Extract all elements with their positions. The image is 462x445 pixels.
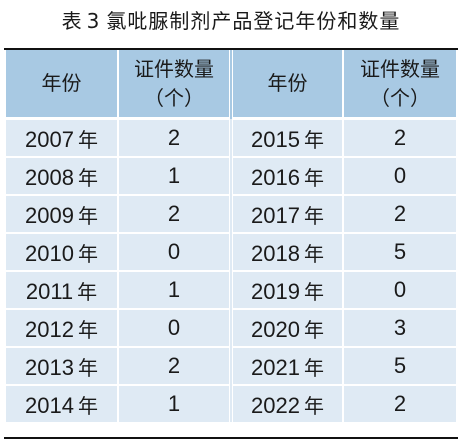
table-row: 2008 年 1 2016 年 0 — [6, 156, 456, 195]
year-cell-right: 2020 年 — [229, 308, 343, 347]
count-cell-right: 2 — [342, 117, 456, 157]
year-unit: 年 — [303, 241, 324, 266]
year-cell-left: 2014 年 — [6, 384, 118, 422]
year-value: 2008 — [25, 164, 74, 190]
year-unit: 年 — [77, 241, 98, 266]
year-value: 2013 — [25, 354, 74, 380]
registration-table: 年份 证件数量 （个） 年份 证件数量 （个） 2007 年 2 2015 年 2 2008… — [6, 50, 456, 422]
year-cell-left: 2013 年 — [6, 346, 118, 385]
count-cell-right: 2 — [342, 384, 456, 422]
table-row: 2014 年 1 2022 年 2 — [6, 384, 456, 422]
year-cell-left: 2012 年 — [6, 308, 118, 347]
header-count-right: 证件数量 （个） — [342, 50, 456, 119]
year-unit: 年 — [77, 355, 98, 380]
year-cell-right: 2016 年 — [229, 156, 343, 195]
year-cell-right: 2019 年 — [229, 270, 343, 309]
count-cell-left: 0 — [117, 232, 231, 271]
registration-table-frame: 年份 证件数量 （个） 年份 证件数量 （个） 2007 年 2 2015 年 2 2008… — [4, 48, 458, 439]
table-caption: 表 3 氯吡脲制剂产品登记年份和数量 — [0, 4, 462, 38]
table-body: 2007 年 2 2015 年 2 2008 年 1 2016 年 0 2009 年 2 2017 年 2 2010… — [6, 117, 456, 422]
year-value: 2014 — [25, 392, 74, 418]
year-unit: 年 — [303, 203, 324, 228]
count-cell-right: 0 — [342, 156, 456, 195]
header-count-right-line2: （个） — [370, 85, 430, 110]
count-cell-left: 2 — [117, 194, 231, 233]
header-count-right-line1: 证件数量 — [360, 56, 440, 81]
count-cell-left: 1 — [117, 384, 231, 422]
year-cell-left: 2007 年 — [6, 117, 118, 157]
year-value: 2015 — [251, 126, 300, 152]
year-value: 2011 — [25, 278, 74, 304]
year-unit: 年 — [303, 355, 324, 380]
year-cell-left: 2008 年 — [6, 156, 118, 195]
count-cell-right: 5 — [342, 346, 456, 385]
table-row: 2009 年 2 2017 年 2 — [6, 194, 456, 233]
year-cell-left: 2010 年 — [6, 232, 118, 271]
caption-title: 氯吡脲制剂产品登记年份和数量 — [106, 9, 401, 33]
caption-label: 表 — [61, 9, 83, 33]
year-unit: 年 — [77, 317, 98, 342]
year-value: 2019 — [251, 278, 300, 304]
year-unit: 年 — [303, 317, 324, 342]
header-count-left-line2: （个） — [144, 85, 204, 110]
count-cell-left: 2 — [117, 117, 231, 157]
table-row: 2011 年 1 2019 年 0 — [6, 270, 456, 309]
year-unit: 年 — [303, 393, 324, 418]
year-unit: 年 — [303, 279, 324, 304]
year-value: 2021 — [251, 354, 300, 380]
count-cell-left: 1 — [117, 270, 231, 309]
count-cell-right: 5 — [342, 232, 456, 271]
count-cell-right: 3 — [342, 308, 456, 347]
year-unit: 年 — [303, 127, 324, 152]
year-cell-left: 2011 年 — [6, 270, 118, 309]
count-cell-left: 0 — [117, 308, 231, 347]
year-value: 2007 — [25, 126, 74, 152]
year-unit: 年 — [77, 127, 98, 152]
count-cell-left: 2 — [117, 346, 231, 385]
year-unit: 年 — [77, 165, 98, 190]
year-value: 2022 — [251, 392, 300, 418]
year-unit: 年 — [303, 165, 324, 190]
year-cell-left: 2009 年 — [6, 194, 118, 233]
year-cell-right: 2021 年 — [229, 346, 343, 385]
header-count-left-line1: 证件数量 — [134, 56, 214, 81]
header-year-right: 年份 — [229, 50, 343, 119]
table-row: 2012 年 0 2020 年 3 — [6, 308, 456, 347]
year-value: 2009 — [25, 202, 74, 228]
year-unit: 年 — [77, 279, 98, 304]
year-value: 2020 — [251, 316, 300, 342]
table-row: 2013 年 2 2021 年 5 — [6, 346, 456, 385]
year-value: 2018 — [251, 240, 300, 266]
header-count-left: 证件数量 （个） — [117, 50, 231, 119]
count-cell-left: 1 — [117, 156, 231, 195]
year-value: 2016 — [251, 164, 300, 190]
caption-number: 3 — [86, 9, 101, 33]
year-value: 2010 — [25, 240, 74, 266]
year-unit: 年 — [77, 393, 98, 418]
year-cell-right: 2017 年 — [229, 194, 343, 233]
year-cell-right: 2018 年 — [229, 232, 343, 271]
year-value: 2012 — [25, 316, 74, 342]
table-row: 2010 年 0 2018 年 5 — [6, 232, 456, 271]
count-cell-right: 0 — [342, 270, 456, 309]
header-row: 年份 证件数量 （个） 年份 证件数量 （个） — [6, 50, 456, 119]
year-unit: 年 — [77, 203, 98, 228]
table-row: 2007 年 2 2015 年 2 — [6, 117, 456, 157]
header-year-left: 年份 — [6, 50, 118, 119]
year-cell-right: 2015 年 — [229, 117, 343, 157]
year-cell-right: 2022 年 — [229, 384, 343, 422]
count-cell-right: 2 — [342, 194, 456, 233]
year-value: 2017 — [251, 202, 300, 228]
